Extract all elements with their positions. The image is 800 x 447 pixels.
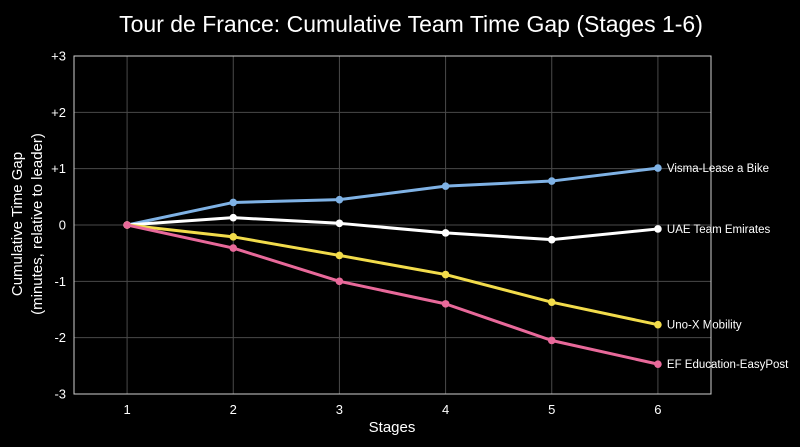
- series-uno-x-mobility: [123, 221, 662, 329]
- y-tick-label: +2: [51, 105, 66, 120]
- y-tick-label: -1: [54, 274, 66, 289]
- series-line: [125, 216, 660, 242]
- data-point: [547, 336, 556, 345]
- data-point: [335, 195, 344, 204]
- series-visma-lease-a-bike: [123, 164, 662, 229]
- x-tick-label: 2: [230, 402, 237, 417]
- chart-title: Tour de France: Cumulative Team Time Gap…: [119, 11, 703, 37]
- y-tick-label: -2: [54, 330, 66, 345]
- y-axis-label-line1: Cumulative Time Gap: [9, 152, 26, 296]
- x-tick-label: 1: [123, 402, 130, 417]
- data-point: [335, 219, 344, 228]
- data-point: [441, 182, 450, 190]
- data-point: [441, 270, 450, 279]
- y-tick-label: -3: [54, 387, 66, 402]
- data-point: [654, 225, 662, 233]
- series-label: Uno-X Mobility: [667, 320, 742, 332]
- data-point: [547, 235, 556, 244]
- y-tick-label: 0: [59, 218, 66, 233]
- data-point: [441, 229, 450, 237]
- series-ef-education-easypost: [123, 221, 662, 368]
- series-line: [125, 223, 660, 327]
- data-point: [229, 198, 238, 207]
- data-point: [229, 244, 238, 252]
- data-point: [123, 221, 131, 229]
- data-point: [547, 177, 556, 185]
- series-uae-team-emirates: [123, 213, 662, 244]
- x-axis-label: Stages: [369, 419, 416, 436]
- x-tick-label: 3: [336, 402, 343, 417]
- data-point: [441, 300, 450, 308]
- series-line: [125, 223, 660, 366]
- series-label: UAE Team Emirates: [667, 224, 771, 236]
- data-point: [654, 360, 662, 368]
- x-tick-labels: 1 2 3 4 5 6: [123, 402, 661, 417]
- y-axis-label-line2: (minutes, relative to leader): [29, 133, 46, 315]
- data-point: [229, 213, 238, 222]
- y-tick-label: +3: [51, 49, 66, 64]
- data-point: [335, 277, 344, 286]
- data-point: [547, 298, 556, 306]
- series-end-labels: Visma-Lease a Bike UAE Team Emirates Uno-X…: [667, 163, 789, 371]
- y-tick-label: +1: [51, 161, 66, 176]
- series-label: Visma-Lease a Bike: [667, 163, 769, 175]
- data-point: [229, 233, 238, 241]
- series-layer: [123, 164, 662, 368]
- y-tick-labels: -3 -2 -1 0 +1 +2 +3: [51, 49, 66, 402]
- series-label: EF Education-EasyPost: [667, 359, 789, 371]
- data-point: [335, 251, 344, 260]
- y-axis-label: Cumulative Time Gap (minutes, relative t…: [9, 133, 46, 315]
- plot-frame: [73, 55, 712, 395]
- x-tick-label: 6: [654, 402, 661, 417]
- x-tick-label: 5: [548, 402, 555, 417]
- series-line: [125, 166, 660, 227]
- data-point: [654, 320, 662, 329]
- grid: [74, 55, 711, 395]
- data-point: [654, 164, 662, 172]
- x-tick-label: 4: [442, 402, 449, 417]
